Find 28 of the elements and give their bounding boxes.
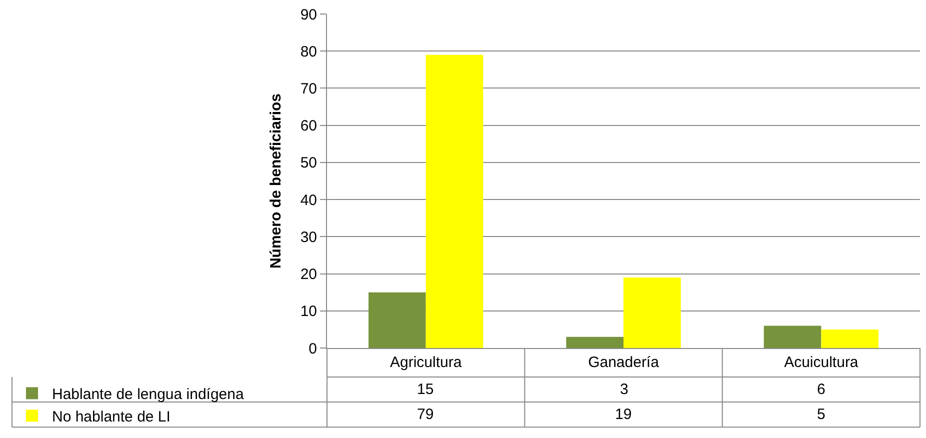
y-axis-title: Número de beneficiarios: [268, 93, 285, 269]
x-tick-label: Agricultura: [390, 354, 462, 371]
y-tick-label: 40: [300, 192, 317, 209]
bar: [764, 326, 822, 348]
data-label: 6: [817, 381, 826, 398]
y-tick-label: 90: [300, 6, 317, 24]
data-label: 19: [615, 406, 632, 423]
y-tick-label: 30: [300, 228, 317, 246]
bar: [821, 329, 878, 348]
data-label: 3: [620, 381, 628, 398]
y-tick-label: 0: [308, 340, 317, 358]
y-tick-label: 60: [300, 118, 317, 135]
data-label: 5: [817, 406, 826, 423]
x-tick-label: Ganadería: [588, 354, 660, 371]
legend-label: No hablante de LI: [52, 408, 170, 426]
data-label: 15: [417, 381, 434, 398]
y-tick-label: 70: [300, 80, 317, 98]
bar: [368, 292, 426, 348]
y-tick-label: 80: [300, 43, 317, 60]
x-tick-label: Acuicultura: [784, 354, 859, 371]
y-tick-label: 50: [300, 154, 317, 172]
y-tick-label: 20: [300, 266, 317, 284]
bar: [624, 277, 681, 348]
legend-label: Hablante de lengua indígena: [52, 386, 244, 404]
data-label: 79: [417, 406, 434, 423]
bar: [426, 54, 484, 348]
y-tick-label: 10: [300, 303, 317, 320]
bar: [566, 336, 624, 348]
